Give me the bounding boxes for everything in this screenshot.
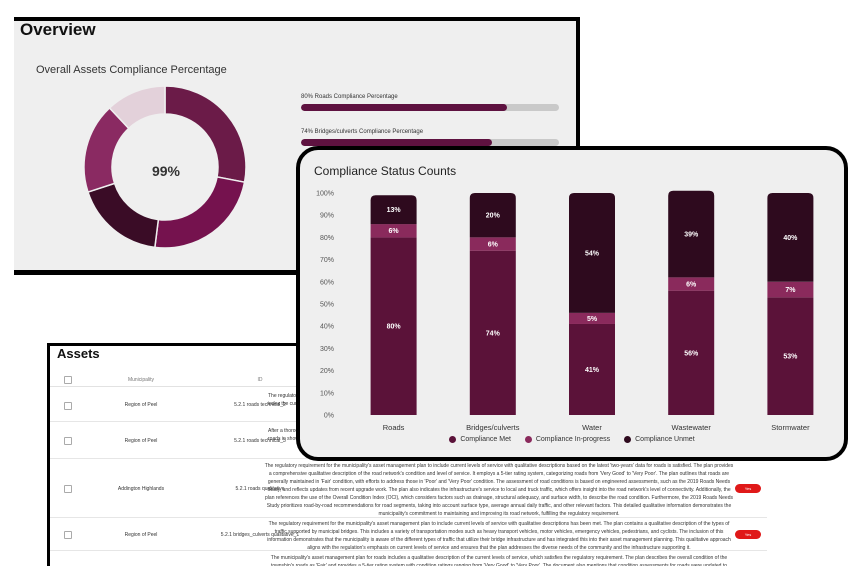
- bar-data-label: 6%: [686, 282, 697, 289]
- bar-segment[interactable]: [767, 297, 814, 415]
- bar-data-label: 40%: [783, 235, 798, 242]
- row-municipality: Region of Peel: [124, 402, 158, 408]
- row-id: 5.2.1 roads qualitative: [235, 486, 285, 492]
- overall-compliance-subtitle: Overall Assets Compliance Percentage: [36, 64, 227, 76]
- bar-data-label: 5%: [587, 316, 598, 323]
- bar-data-label: 7%: [785, 287, 796, 294]
- row-description: The municipality's asset management plan…: [270, 555, 728, 566]
- legend-label-in-progress: Compliance In-progress: [535, 436, 611, 443]
- legend-item-met[interactable]: Compliance Met: [449, 436, 511, 443]
- table-row[interactable]: The municipality's asset management plan…: [50, 551, 767, 566]
- bar-data-label: 54%: [585, 250, 600, 257]
- row-checkbox[interactable]: [64, 531, 72, 539]
- column-id[interactable]: ID: [257, 377, 263, 383]
- roads-progress-track: [301, 104, 559, 111]
- bar-segment[interactable]: [767, 193, 814, 282]
- legend-item-unmet[interactable]: Compliance Unmet: [624, 436, 695, 443]
- roads-progress-fill: [301, 104, 508, 111]
- row-municipality: Addington Highlands: [117, 486, 165, 492]
- status-badge[interactable]: Yes: [735, 484, 761, 493]
- bar-segment[interactable]: [668, 277, 715, 291]
- x-tick-label: Wastewater: [672, 423, 712, 432]
- bar-data-label: 80%: [387, 324, 402, 331]
- y-tick-label: 0%: [324, 413, 334, 420]
- table-row[interactable]: Region of Peel 5.2.1 bridges_culverts qu…: [50, 518, 767, 551]
- bridges-progress-label: 74% Bridges/culverts Compliance Percenta…: [301, 129, 424, 135]
- column-municipality[interactable]: Municipality: [127, 377, 155, 383]
- legend-swatch-met: [449, 436, 457, 443]
- row-description: The regulatory requirement for the munic…: [267, 521, 731, 551]
- y-tick-label: 10%: [320, 390, 334, 397]
- row-description: The regulatory requirement for the munic…: [264, 463, 734, 517]
- select-all-checkbox[interactable]: [64, 376, 72, 384]
- y-tick-label: 70%: [320, 257, 334, 264]
- bar-data-label: 13%: [387, 207, 402, 214]
- bar-data-label: 6%: [389, 228, 400, 235]
- x-tick-label: Stormwater: [771, 423, 810, 432]
- bar-data-label: 41%: [585, 367, 600, 374]
- legend-item-in-progress[interactable]: Compliance In-progress: [524, 436, 611, 443]
- y-tick-label: 30%: [320, 346, 334, 353]
- row-id: 5.2.1 roads technical_3: [234, 438, 286, 444]
- bar-segment[interactable]: [569, 312, 615, 324]
- bar-data-label: 53%: [783, 354, 798, 361]
- bar-segment[interactable]: [668, 290, 715, 415]
- legend-label-unmet: Compliance Unmet: [635, 436, 695, 443]
- donut-segment[interactable]: [87, 182, 160, 248]
- y-tick-label: 90%: [320, 213, 334, 220]
- chart-legend: Compliance Met Compliance In-progress Co…: [300, 436, 844, 443]
- x-tick-label: Water: [582, 423, 602, 432]
- x-tick-label: Roads: [383, 423, 405, 432]
- bar-segment[interactable]: [370, 195, 417, 225]
- bar-segment[interactable]: [469, 193, 516, 238]
- table-row[interactable]: Addington Highlands 5.2.1 roads qualitat…: [50, 459, 767, 518]
- roads-progress: 80% Roads Compliance Percentage: [301, 94, 559, 111]
- row-id: 5.2.1 bridges_culverts qualitative_1: [220, 532, 300, 538]
- bar-segment[interactable]: [469, 237, 516, 251]
- row-municipality: Region of Peel: [124, 438, 158, 444]
- bar-segment[interactable]: [668, 190, 715, 278]
- bar-segment[interactable]: [469, 250, 516, 415]
- bar-segment[interactable]: [370, 237, 417, 415]
- row-municipality: Region of Peel: [124, 532, 158, 538]
- compliance-status-chart: 0% 10% 20% 30% 40% 50% 60% 70% 80% 90% 100% 80% 6% 13…: [316, 190, 814, 432]
- donut-center-value: 99%: [151, 163, 181, 179]
- bar-segment[interactable]: [569, 323, 615, 415]
- compliance-status-title: Compliance Status Counts: [314, 164, 457, 178]
- bridges-progress-fill: [301, 139, 492, 146]
- y-tick-label: 100%: [316, 191, 334, 198]
- overview-title: Overview: [20, 20, 96, 39]
- legend-label-met: Compliance Met: [460, 436, 511, 443]
- bar-data-label: 39%: [684, 232, 699, 239]
- x-tick-label: Bridges/culverts: [466, 423, 520, 432]
- row-checkbox[interactable]: [64, 402, 72, 410]
- bar-data-label: 56%: [684, 350, 699, 357]
- y-tick-label: 40%: [320, 324, 334, 331]
- donut-segment[interactable]: [108, 86, 166, 130]
- status-badge[interactable]: Yes: [735, 530, 761, 539]
- roads-progress-label: 80% Roads Compliance Percentage: [301, 94, 398, 100]
- bridges-progress: 74% Bridges/culverts Compliance Percenta…: [301, 129, 559, 146]
- bar-segment[interactable]: [767, 281, 814, 298]
- bar-segment[interactable]: [569, 193, 615, 313]
- bar-data-label: 20%: [486, 213, 501, 220]
- row-checkbox[interactable]: [64, 485, 72, 493]
- y-tick-label: 60%: [320, 279, 334, 286]
- legend-swatch-unmet: [624, 436, 632, 443]
- row-checkbox[interactable]: [64, 437, 72, 445]
- row-description: The regulatory condition index the curre…: [268, 393, 322, 407]
- bridges-progress-track: [301, 139, 559, 146]
- y-tick-label: 80%: [320, 235, 334, 242]
- bar-segment[interactable]: [370, 224, 417, 238]
- y-tick-label: 20%: [320, 368, 334, 375]
- row-id: 5.2.1 roads technical_2: [234, 402, 286, 408]
- overall-compliance-donut: [84, 86, 246, 248]
- bar-data-label: 6%: [488, 242, 499, 249]
- bar-data-label: 74%: [486, 330, 501, 337]
- legend-swatch-in-progress: [524, 436, 532, 443]
- compliance-status-panel: Compliance Status Counts 0% 10% 20% 30% 40% 5…: [296, 146, 848, 461]
- y-tick-label: 50%: [320, 302, 334, 309]
- donut-segment[interactable]: [154, 176, 246, 248]
- assets-title: Assets: [57, 346, 100, 361]
